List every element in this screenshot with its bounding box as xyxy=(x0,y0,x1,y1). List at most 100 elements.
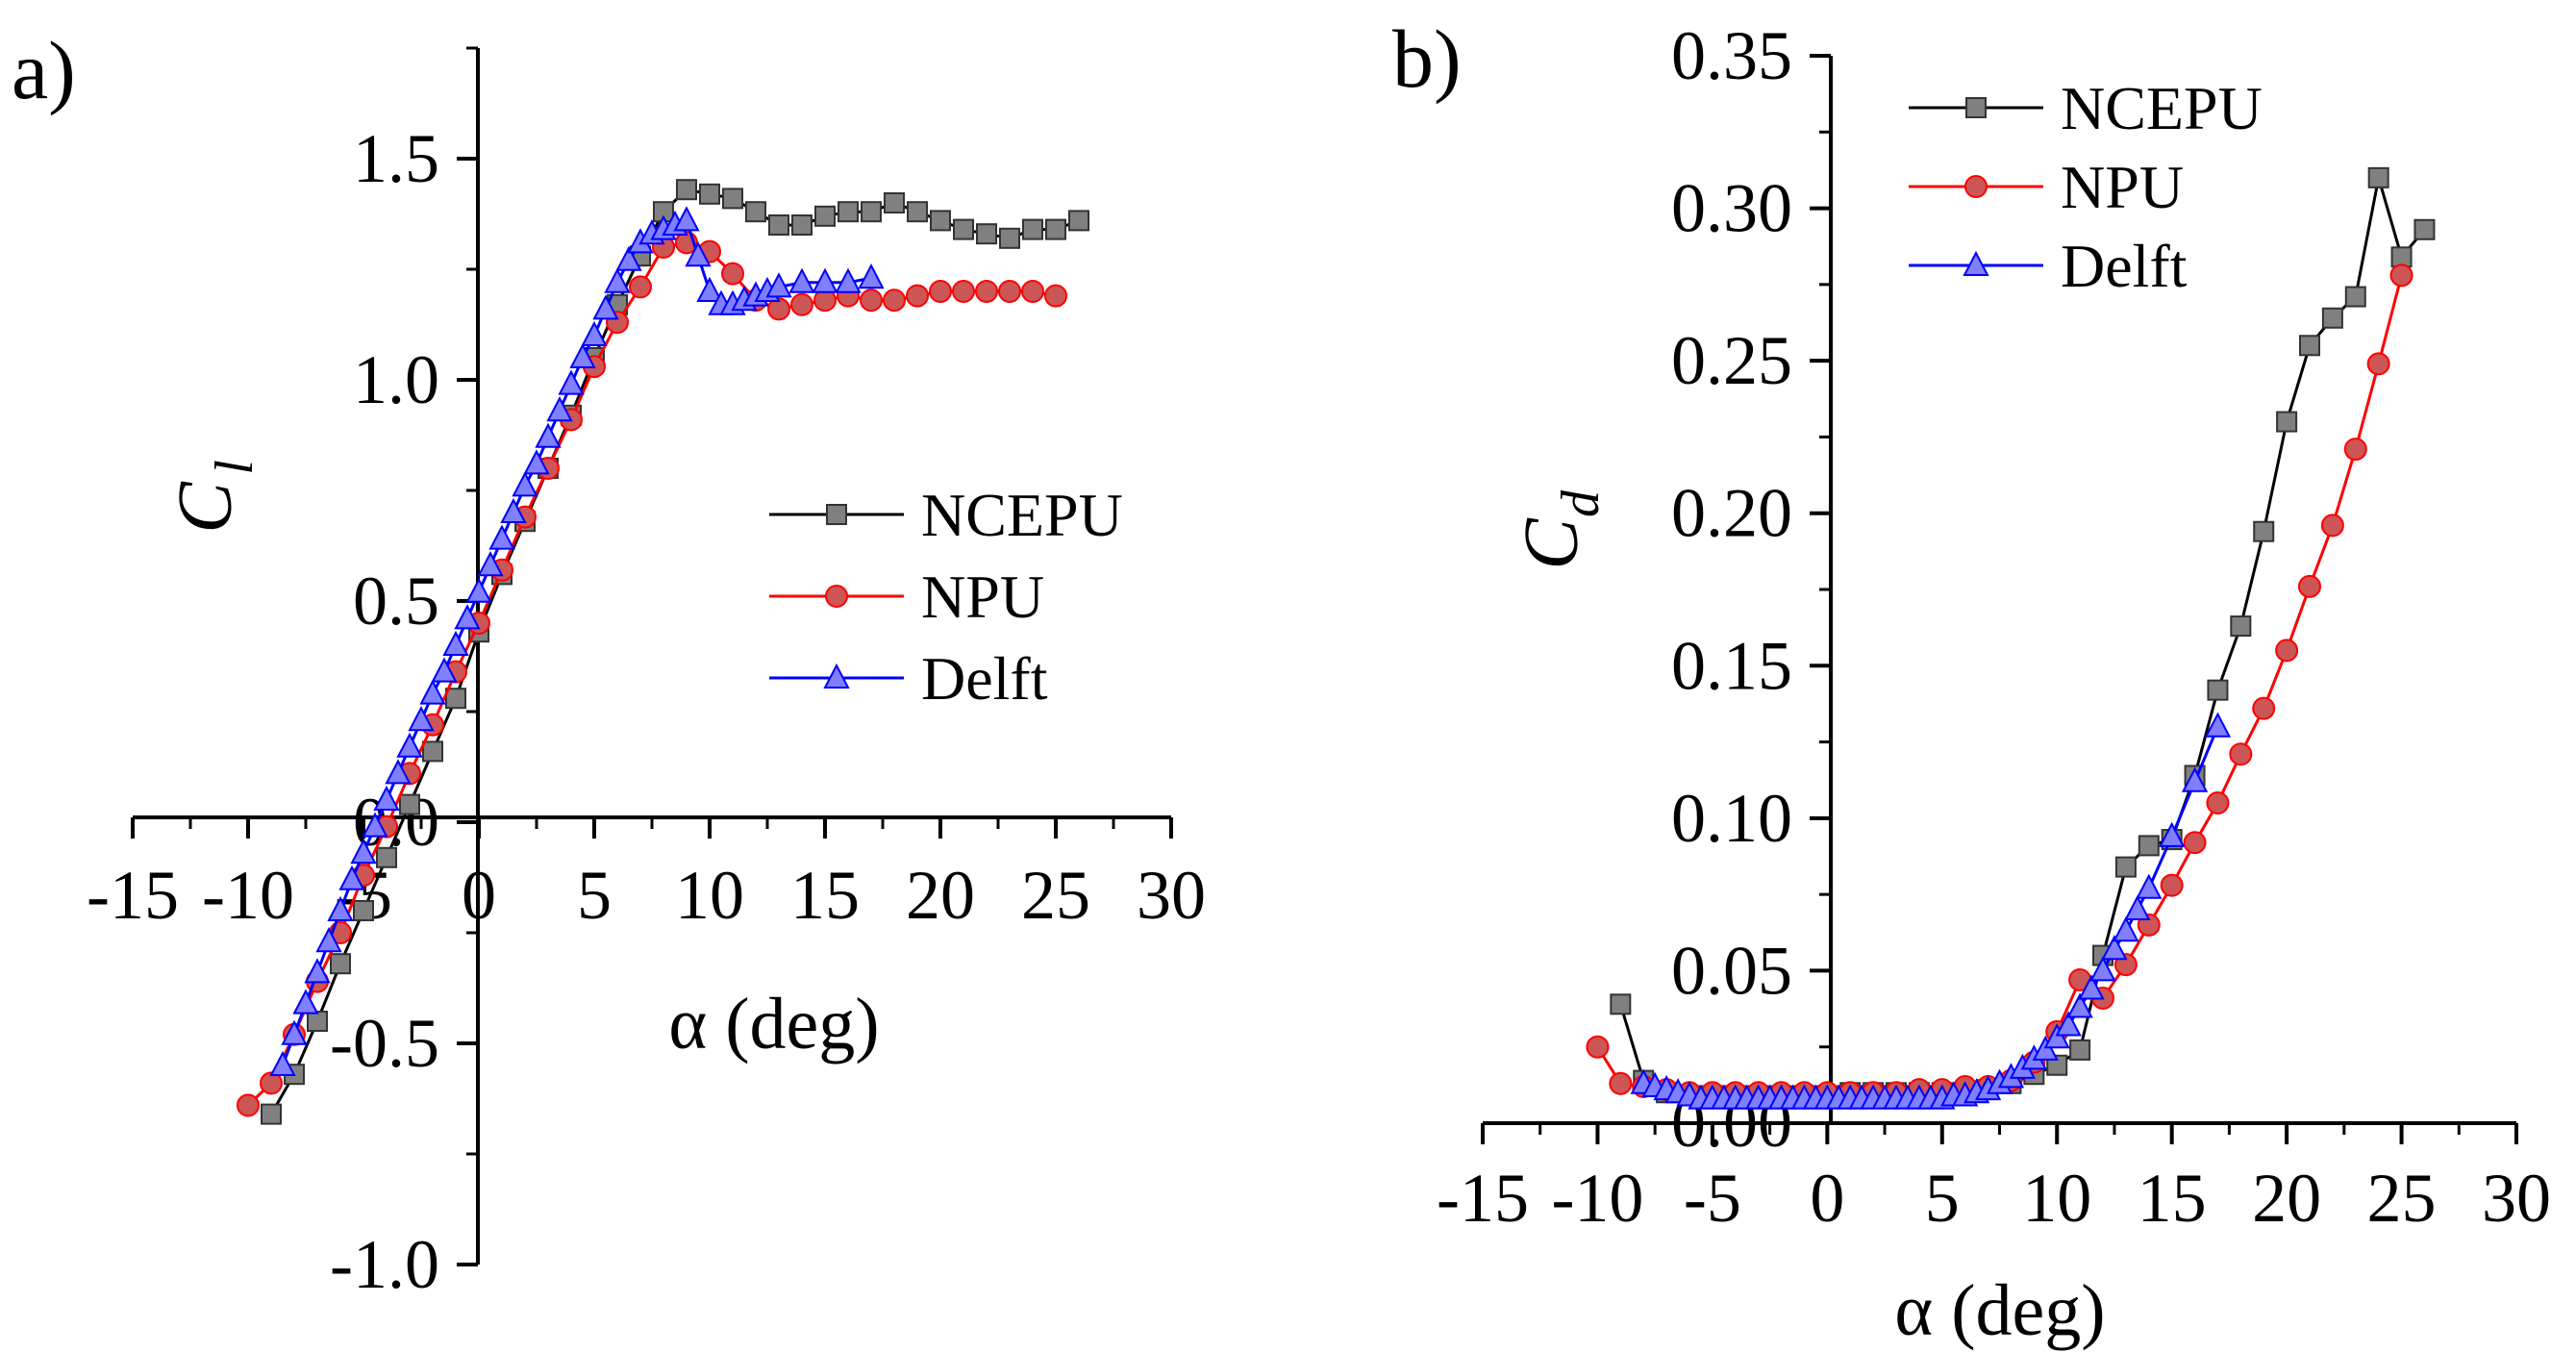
data-point xyxy=(1586,1035,1610,1059)
data-point xyxy=(860,288,883,313)
x-tick-label: -10 xyxy=(202,857,294,934)
x-tick-label: 15 xyxy=(2138,1160,2207,1237)
data-point xyxy=(929,280,952,303)
data-point xyxy=(2183,831,2207,855)
data-point xyxy=(2367,166,2389,188)
data-point xyxy=(2321,307,2343,329)
x-tick-label: 10 xyxy=(675,857,744,934)
data-point xyxy=(629,275,652,299)
data-point xyxy=(2389,263,2413,288)
data-point xyxy=(699,183,720,205)
data-point xyxy=(883,288,906,313)
data-point xyxy=(330,953,351,975)
data-point xyxy=(373,785,400,811)
data-point xyxy=(2207,679,2229,701)
data-point xyxy=(767,297,790,321)
x-tick-label: 20 xyxy=(2252,1160,2321,1237)
x-tick-label: 5 xyxy=(1925,1160,1960,1237)
y-tick-label: 0.25 xyxy=(1671,322,1792,399)
data-point xyxy=(488,524,515,550)
data-point xyxy=(260,1071,283,1095)
data-point xyxy=(307,1011,328,1032)
data-point xyxy=(2043,1023,2070,1049)
y-tick-label: 0.20 xyxy=(1671,475,1792,552)
y-tick-label: 0.15 xyxy=(1671,627,1792,704)
series-npu xyxy=(237,231,1067,1117)
data-point xyxy=(292,989,319,1015)
data-point xyxy=(907,201,928,223)
data-point xyxy=(569,342,596,368)
y-axis-title-main: C xyxy=(163,481,248,534)
legend-item-ncepu: NCEPU xyxy=(769,481,1123,549)
data-point xyxy=(2413,218,2436,240)
y-tick-label: 0.5 xyxy=(353,563,439,639)
data-point xyxy=(2276,411,2298,433)
data-point xyxy=(512,471,538,497)
series-delft xyxy=(1630,712,2232,1110)
x-tick-label: -15 xyxy=(1437,1160,1529,1237)
data-point xyxy=(2230,615,2252,638)
panel-b-label: b) xyxy=(1392,13,1462,105)
data-point xyxy=(281,1019,308,1045)
data-point xyxy=(2138,835,2160,857)
x-tick-label: -10 xyxy=(1551,1160,1643,1237)
data-point xyxy=(350,839,377,864)
panel-b: b) -15 -10 -5 0 5 10 15 20 25 300.000.050.100.150… xyxy=(1392,13,2551,1351)
data-point xyxy=(1022,218,1043,240)
data-point xyxy=(592,294,619,320)
data-point xyxy=(1610,993,1632,1015)
panel-a-label: a) xyxy=(12,24,76,116)
data-point xyxy=(2390,246,2413,268)
x-tick-label: 0 xyxy=(462,857,496,934)
data-point xyxy=(385,759,412,785)
legend-marker xyxy=(823,663,850,689)
data-point xyxy=(500,497,527,523)
y-tick-label: -1.0 xyxy=(330,1226,439,1303)
data-point xyxy=(814,205,836,227)
data-point xyxy=(1021,280,1044,303)
panel-a: a) -15-10-5051015202530-1.0-0.50.00.51.0… xyxy=(12,24,1206,1303)
data-point xyxy=(2124,894,2151,920)
y-tick-label: -0.5 xyxy=(330,1005,439,1082)
data-point xyxy=(788,267,815,293)
data-point xyxy=(431,657,458,683)
data-point xyxy=(765,272,792,298)
data-point xyxy=(442,630,469,656)
data-point xyxy=(999,227,1020,249)
data-point xyxy=(2069,1039,2091,1061)
y-axis-title-main: C xyxy=(1510,517,1594,570)
x-tick-label: 30 xyxy=(1137,857,1206,934)
data-point xyxy=(2275,639,2299,663)
data-point xyxy=(906,284,929,308)
data-point xyxy=(304,958,331,984)
data-point xyxy=(1044,284,1067,308)
x-tick-label: 20 xyxy=(906,857,975,934)
data-point xyxy=(396,732,423,758)
data-point xyxy=(362,812,388,838)
legend-marker xyxy=(1963,250,1989,276)
x-tick-label: 5 xyxy=(577,857,612,934)
x-tick-label: 15 xyxy=(790,857,860,934)
x-tick-label: 25 xyxy=(2367,1160,2437,1237)
data-point xyxy=(2320,514,2344,538)
y-tick-label: 1.0 xyxy=(353,341,439,418)
data-point xyxy=(838,201,859,223)
data-point xyxy=(445,688,466,710)
y-axis-title: Cl xyxy=(163,460,264,533)
x-tick-label: 25 xyxy=(1021,857,1090,934)
legend-item-ncepu: NCEPU xyxy=(1909,74,2263,142)
data-point xyxy=(2066,992,2093,1018)
x-tick-label: -15 xyxy=(87,857,179,934)
data-point xyxy=(2114,856,2137,878)
legend-item-delft: Delft xyxy=(769,644,1048,713)
data-point xyxy=(327,895,354,921)
data-point xyxy=(2298,574,2321,598)
data-point xyxy=(353,900,374,921)
data-point xyxy=(2181,766,2209,792)
data-point xyxy=(477,551,504,577)
data-point xyxy=(884,192,905,213)
data-point xyxy=(604,267,631,293)
y-tick-label: 0.35 xyxy=(1671,17,1792,94)
data-point xyxy=(835,267,862,293)
